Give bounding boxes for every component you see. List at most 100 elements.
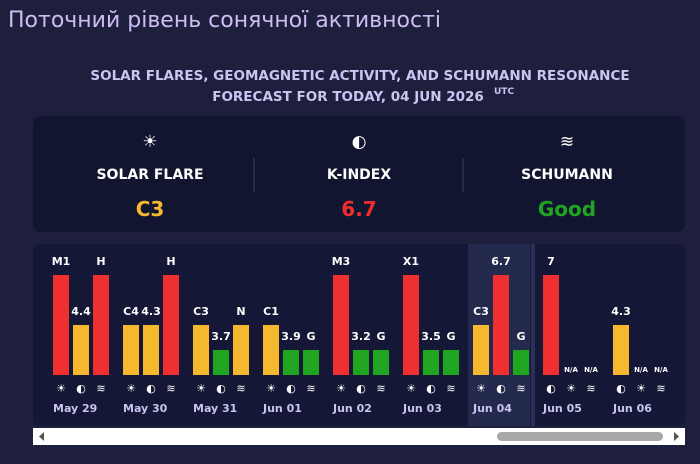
bar [613, 325, 629, 375]
bar [403, 275, 419, 375]
bar [143, 325, 159, 375]
bar [193, 325, 209, 375]
item-icon: ≋ [376, 382, 385, 395]
separator [531, 244, 535, 426]
bar [423, 350, 439, 375]
date-label: Jun 03 [402, 402, 442, 415]
item-icon: ≋ [516, 382, 525, 395]
bar-label: G [446, 330, 455, 343]
bar-label: H [166, 255, 175, 268]
summary-label: SOLAR FLARE [96, 167, 203, 183]
bar-label: G [516, 330, 525, 343]
bar [93, 275, 109, 375]
date-label: Jun 06 [612, 402, 652, 415]
date-label: May 29 [53, 402, 97, 415]
item-icon: ◐ [616, 382, 626, 395]
item-icon: ◐ [216, 382, 226, 395]
date-label: Jun 01 [262, 402, 302, 415]
item-icon: ≋ [446, 382, 455, 395]
bar [283, 350, 299, 375]
scroll-right[interactable] [674, 432, 679, 441]
subtitle: FORECAST FOR TODAY, 04 JUN 2026 [212, 89, 484, 105]
date-label: May 31 [193, 402, 237, 415]
bar [543, 275, 559, 375]
bar-label: N [236, 305, 245, 318]
bar-label: C3 [473, 305, 489, 318]
item-icon: ◐ [286, 382, 296, 395]
bar [213, 350, 229, 375]
item-icon: ☀ [566, 382, 576, 395]
item-icon: ☀ [406, 382, 416, 395]
bar-label: 4.3 [141, 305, 161, 318]
item-icon: ≋ [166, 382, 175, 395]
scroll-left[interactable] [39, 432, 44, 441]
bar-label: 3.2 [351, 330, 371, 343]
item-icon: ≋ [306, 382, 315, 395]
date-label: Jun 05 [542, 402, 582, 415]
summary-value: C3 [136, 197, 165, 221]
bar [333, 275, 349, 375]
bar-label: G [376, 330, 385, 343]
item-icon: ☀ [636, 382, 646, 395]
bar-label: C3 [193, 305, 209, 318]
bar-label: C4 [123, 305, 139, 318]
summary-panel [33, 116, 685, 232]
subtitle: SOLAR FLARES, GEOMAGNETIC ACTIVITY, AND … [90, 68, 629, 84]
subtitle-sup: UTC [494, 87, 514, 97]
item-icon: ☀ [476, 382, 486, 395]
bar [263, 325, 279, 375]
bar-label: 3.9 [281, 330, 301, 343]
summary-value: 6.7 [341, 197, 376, 221]
item-icon: ◐ [356, 382, 366, 395]
item-icon: ☀ [126, 382, 136, 395]
bar-label: H [96, 255, 105, 268]
na-label: N/A [564, 366, 578, 374]
date-label: May 30 [123, 402, 168, 415]
date-label: Jun 02 [332, 402, 372, 415]
bar-label: M3 [332, 255, 351, 268]
bar [513, 350, 529, 375]
bar [303, 350, 319, 375]
bar-label: 4.3 [611, 305, 631, 318]
bar [233, 325, 249, 375]
summary-icon: ☀ [142, 132, 157, 152]
item-icon: ◐ [496, 382, 506, 395]
bar [353, 350, 369, 375]
item-icon: ≋ [656, 382, 665, 395]
bar [73, 325, 89, 375]
summary-icon: ◐ [352, 132, 367, 152]
bar [163, 275, 179, 375]
na-label: N/A [584, 366, 598, 374]
item-icon: ≋ [236, 382, 245, 395]
summary-label: K-INDEX [327, 167, 392, 183]
summary-value: Good [538, 197, 596, 221]
na-label: N/A [634, 366, 648, 374]
item-icon: ◐ [146, 382, 156, 395]
bar [123, 325, 139, 375]
bar [473, 325, 489, 375]
title: Поточний рівень сонячної активності [8, 8, 441, 33]
item-icon: ≋ [586, 382, 595, 395]
item-icon: ◐ [426, 382, 436, 395]
item-icon: ◐ [76, 382, 86, 395]
item-icon: ◐ [546, 382, 556, 395]
bar [53, 275, 69, 375]
bar-label: M1 [52, 255, 71, 268]
bar [373, 350, 389, 375]
item-icon: ☀ [266, 382, 276, 395]
item-icon: ≋ [96, 382, 105, 395]
bar-label: X1 [403, 255, 419, 268]
date-label: Jun 04 [472, 402, 512, 415]
scroll-thumb[interactable] [497, 432, 663, 441]
summary-label: SCHUMANN [521, 167, 613, 183]
bar-label: 3.7 [211, 330, 231, 343]
bar-label: 7 [547, 255, 555, 268]
bar-label: 6.7 [491, 255, 511, 268]
bar-label: C1 [263, 305, 279, 318]
na-label: N/A [654, 366, 668, 374]
bar [493, 275, 509, 375]
bar [443, 350, 459, 375]
summary-icon: ≋ [560, 132, 574, 152]
item-icon: ☀ [56, 382, 66, 395]
